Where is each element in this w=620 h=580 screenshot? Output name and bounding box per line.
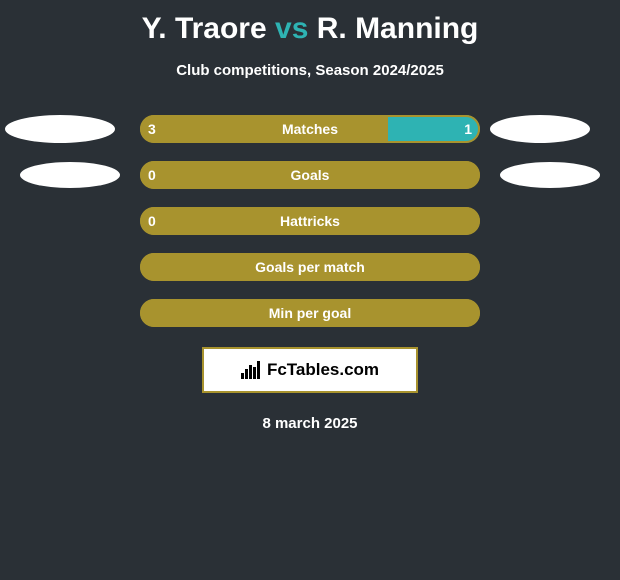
stat-row: Hattricks0 — [0, 207, 620, 235]
logo-label: FcTables.com — [267, 360, 379, 380]
vs-separator: vs — [275, 12, 308, 45]
player1-icon-placeholder — [5, 115, 115, 143]
player2-icon-placeholder — [500, 162, 600, 188]
value-player2: 1 — [464, 115, 472, 143]
player1-name: Y. Traore — [142, 12, 267, 45]
subtitle: Club competitions, Season 2024/2025 — [0, 62, 620, 79]
comparison-rows: Matches31Goals0Hattricks0Goals per match… — [0, 115, 620, 327]
logo-frame: FcTables.com — [202, 347, 418, 393]
stat-row: Goals per match — [0, 253, 620, 281]
stat-row: Matches31 — [0, 115, 620, 143]
bar-fill-player1 — [140, 299, 480, 327]
bar-fill-player1 — [140, 161, 480, 189]
bar-chart-icon — [241, 361, 263, 379]
value-player1: 3 — [148, 115, 156, 143]
logo-text: FcTables.com — [241, 360, 379, 380]
stat-row: Min per goal — [0, 299, 620, 327]
stat-row: Goals0 — [0, 161, 620, 189]
player2-icon-placeholder — [490, 115, 590, 143]
player2-name: R. Manning — [317, 12, 479, 45]
bar-fill-player1 — [140, 115, 388, 143]
value-player1: 0 — [148, 161, 156, 189]
player1-icon-placeholder — [20, 162, 120, 188]
bar-fill-player1 — [140, 253, 480, 281]
date-label: 8 march 2025 — [0, 415, 620, 432]
bar-fill-player1 — [140, 207, 480, 235]
value-player1: 0 — [148, 207, 156, 235]
comparison-title: Y. Traore vs R. Manning — [0, 0, 620, 46]
